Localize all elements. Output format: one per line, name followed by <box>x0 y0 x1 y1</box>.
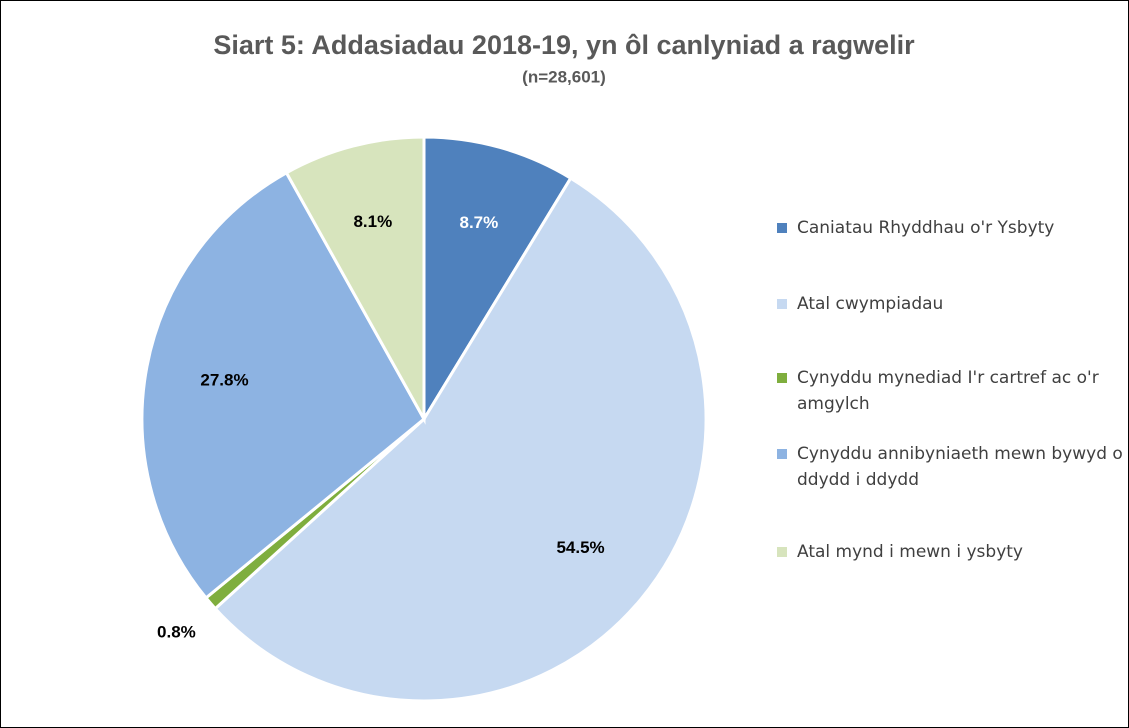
data-label: 54.5% <box>556 538 604 557</box>
legend-entry: Cynyddu mynediad I'r cartref ac o'r amgy… <box>777 365 1128 417</box>
legend-entry: Cynyddu annibyniaeth mewn bywyd o ddydd … <box>777 441 1128 493</box>
data-label: 8.7% <box>459 213 498 232</box>
legend-swatch <box>777 547 787 557</box>
legend-entry: Atal mynd i mewn i ysbyty <box>777 539 1128 565</box>
pie-slice <box>284 135 426 425</box>
legend-swatch <box>777 373 787 383</box>
pie-slice <box>422 135 573 425</box>
legend-label: Cynyddu mynediad I'r cartref ac o'r amgy… <box>797 368 1099 414</box>
legend-label: Caniatau Rhyddhau o'r Ysbyty <box>797 218 1055 238</box>
legend-entry: Caniatau Rhyddhau o'r Ysbyty <box>777 215 1128 241</box>
chart-title: Siart 5: Addasiadau 2018-19, yn ôl canly… <box>213 30 915 60</box>
legend-label: Atal cwympiadau <box>797 294 944 314</box>
legend-swatch <box>777 299 787 309</box>
data-label: 8.1% <box>353 212 392 231</box>
legend-label: Atal mynd i mewn i ysbyty <box>797 542 1023 562</box>
pie-slice <box>140 170 426 600</box>
pie-slice <box>213 176 708 703</box>
data-label: 27.8% <box>200 371 248 390</box>
legend-entry: Atal cwympiadau <box>777 291 1128 317</box>
chart-subtitle: (n=28,601) <box>522 67 606 86</box>
legend-swatch <box>777 223 787 233</box>
data-label: 0.8% <box>157 622 196 641</box>
legend-swatch <box>777 449 787 459</box>
legend-label: Cynyddu annibyniaeth mewn bywyd o ddydd … <box>797 444 1123 490</box>
